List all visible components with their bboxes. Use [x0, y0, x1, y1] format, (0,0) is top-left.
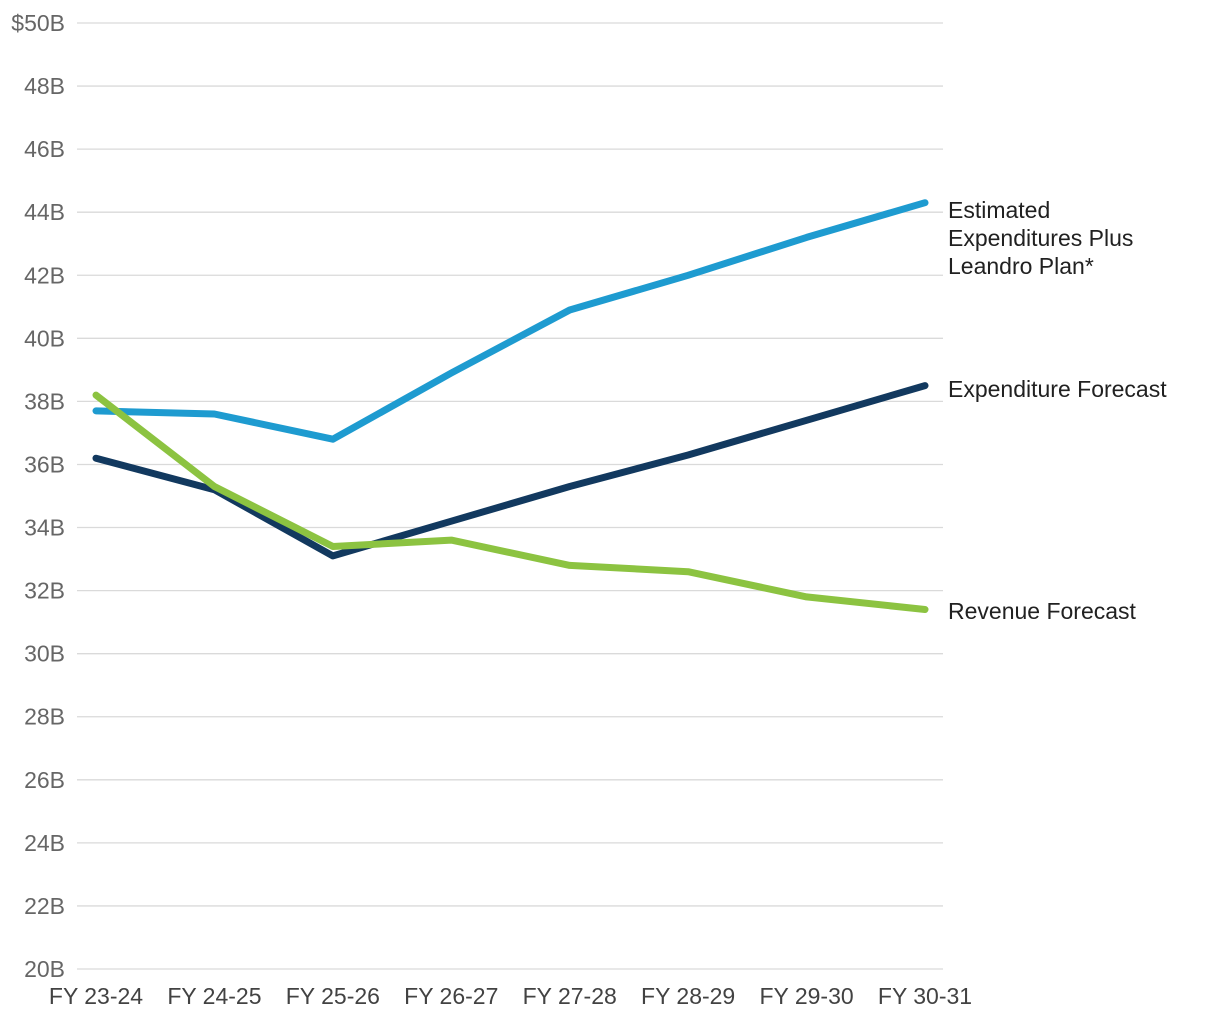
y-tick-label: 20B	[24, 956, 65, 982]
y-tick-label: 42B	[24, 262, 65, 288]
series-label-line: Expenditures Plus	[948, 225, 1134, 251]
y-tick-label: 38B	[24, 388, 65, 414]
x-tick-label: FY 25-26	[286, 983, 380, 1009]
x-tick-label: FY 24-25	[167, 983, 261, 1009]
x-tick-label: FY 29-30	[759, 983, 853, 1009]
x-tick-label: FY 23-24	[49, 983, 143, 1009]
y-tick-label: 30B	[24, 641, 65, 667]
series-lines	[92, 199, 929, 613]
x-tick-label: FY 28-29	[641, 983, 735, 1009]
y-axis-labels: $50B 48B 46B 44B 42B 40B 38B 36B 34B 32B 30B 28B 26B…	[11, 10, 65, 982]
y-tick-label: 44B	[24, 199, 65, 225]
y-tick-label: 34B	[24, 515, 65, 541]
series-label-line: Estimated	[948, 197, 1051, 223]
y-tick-label: 28B	[24, 704, 65, 730]
x-tick-label: FY 30-31	[878, 983, 972, 1009]
x-tick-label: FY 26-27	[404, 983, 498, 1009]
y-tick-label: 32B	[24, 578, 65, 604]
y-tick-label: 46B	[24, 136, 65, 162]
series-label-line: Leandro Plan*	[948, 253, 1094, 279]
y-tick-label: $50B	[11, 10, 65, 36]
series-label-line: Expenditure Forecast	[948, 376, 1167, 402]
series-label-estimated-expenditures-plus-leandro-plan: Estimated Expenditures Plus Leandro Plan…	[948, 196, 1133, 280]
y-tick-label: 26B	[24, 767, 65, 793]
x-tick-label: FY 27-28	[523, 983, 617, 1009]
y-tick-label: 48B	[24, 73, 65, 99]
y-tick-label: 22B	[24, 893, 65, 919]
y-tick-label: 24B	[24, 830, 65, 856]
series-line-estimated-expenditures-plus-leandro-plan	[92, 199, 929, 443]
series-label-line: Revenue Forecast	[948, 598, 1136, 624]
y-tick-label: 36B	[24, 451, 65, 477]
y-tick-label: 40B	[24, 325, 65, 351]
series-label-revenue-forecast: Revenue Forecast	[948, 597, 1136, 625]
series-line-revenue-forecast	[92, 391, 929, 613]
series-line-expenditure-forecast	[92, 382, 929, 560]
x-axis-labels: FY 23-24 FY 24-25 FY 25-26 FY 26-27 FY 27-28…	[49, 983, 972, 1009]
series-label-expenditure-forecast: Expenditure Forecast	[948, 375, 1167, 403]
gridlines	[77, 22, 943, 970]
